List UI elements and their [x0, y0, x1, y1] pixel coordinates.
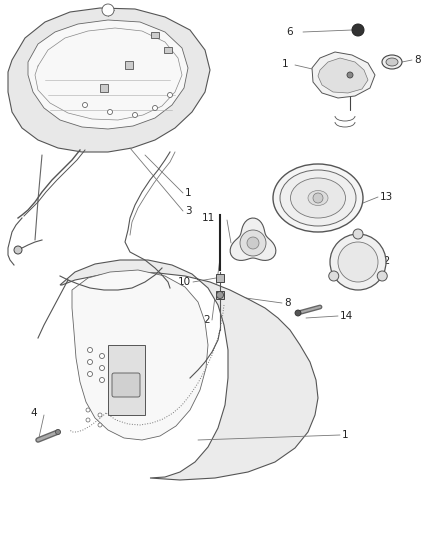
Circle shape: [88, 372, 92, 376]
Text: 14: 14: [340, 311, 353, 321]
Circle shape: [133, 112, 138, 117]
Text: 8: 8: [284, 298, 291, 308]
Circle shape: [98, 423, 102, 427]
Polygon shape: [108, 345, 145, 415]
Polygon shape: [28, 20, 188, 129]
FancyBboxPatch shape: [112, 373, 140, 397]
Text: 3: 3: [185, 206, 192, 216]
Ellipse shape: [273, 164, 363, 232]
Circle shape: [313, 193, 323, 203]
Circle shape: [82, 102, 88, 108]
Circle shape: [338, 242, 378, 282]
Circle shape: [56, 430, 60, 434]
Text: 2: 2: [203, 315, 210, 325]
Polygon shape: [312, 52, 375, 98]
Circle shape: [353, 229, 363, 239]
Polygon shape: [8, 8, 210, 152]
Bar: [216, 274, 224, 282]
Circle shape: [86, 418, 90, 422]
Text: 1: 1: [282, 59, 289, 69]
Circle shape: [377, 271, 387, 281]
Circle shape: [102, 4, 114, 16]
Bar: [125, 61, 133, 69]
Circle shape: [98, 413, 102, 417]
Circle shape: [99, 366, 105, 370]
Text: 12: 12: [378, 256, 391, 266]
Polygon shape: [72, 270, 208, 440]
Circle shape: [295, 310, 301, 316]
Circle shape: [99, 377, 105, 383]
Text: 11: 11: [202, 213, 215, 223]
Bar: [216, 291, 224, 299]
Circle shape: [240, 230, 266, 256]
Circle shape: [86, 408, 90, 412]
Circle shape: [88, 359, 92, 365]
Circle shape: [329, 271, 339, 281]
Polygon shape: [60, 260, 318, 480]
Text: 4: 4: [30, 408, 37, 418]
Circle shape: [107, 109, 113, 115]
Circle shape: [216, 292, 223, 298]
Ellipse shape: [382, 55, 402, 69]
Circle shape: [88, 348, 92, 352]
Circle shape: [152, 106, 158, 110]
Text: 1: 1: [185, 188, 192, 198]
Circle shape: [330, 234, 386, 290]
Circle shape: [352, 24, 364, 36]
Polygon shape: [318, 58, 368, 93]
Circle shape: [347, 72, 353, 78]
Polygon shape: [230, 218, 276, 261]
Circle shape: [14, 246, 22, 254]
Ellipse shape: [308, 190, 328, 206]
Bar: [151, 32, 159, 38]
Circle shape: [99, 353, 105, 359]
Bar: [100, 84, 108, 92]
Ellipse shape: [290, 178, 346, 218]
Bar: [164, 47, 172, 53]
Ellipse shape: [386, 58, 398, 66]
Text: 13: 13: [380, 192, 393, 202]
Text: 1: 1: [342, 430, 349, 440]
Circle shape: [167, 93, 173, 98]
Text: 10: 10: [178, 277, 191, 287]
Text: 8: 8: [414, 55, 420, 65]
Circle shape: [247, 237, 259, 249]
Ellipse shape: [280, 170, 356, 226]
Text: 6: 6: [286, 27, 293, 37]
